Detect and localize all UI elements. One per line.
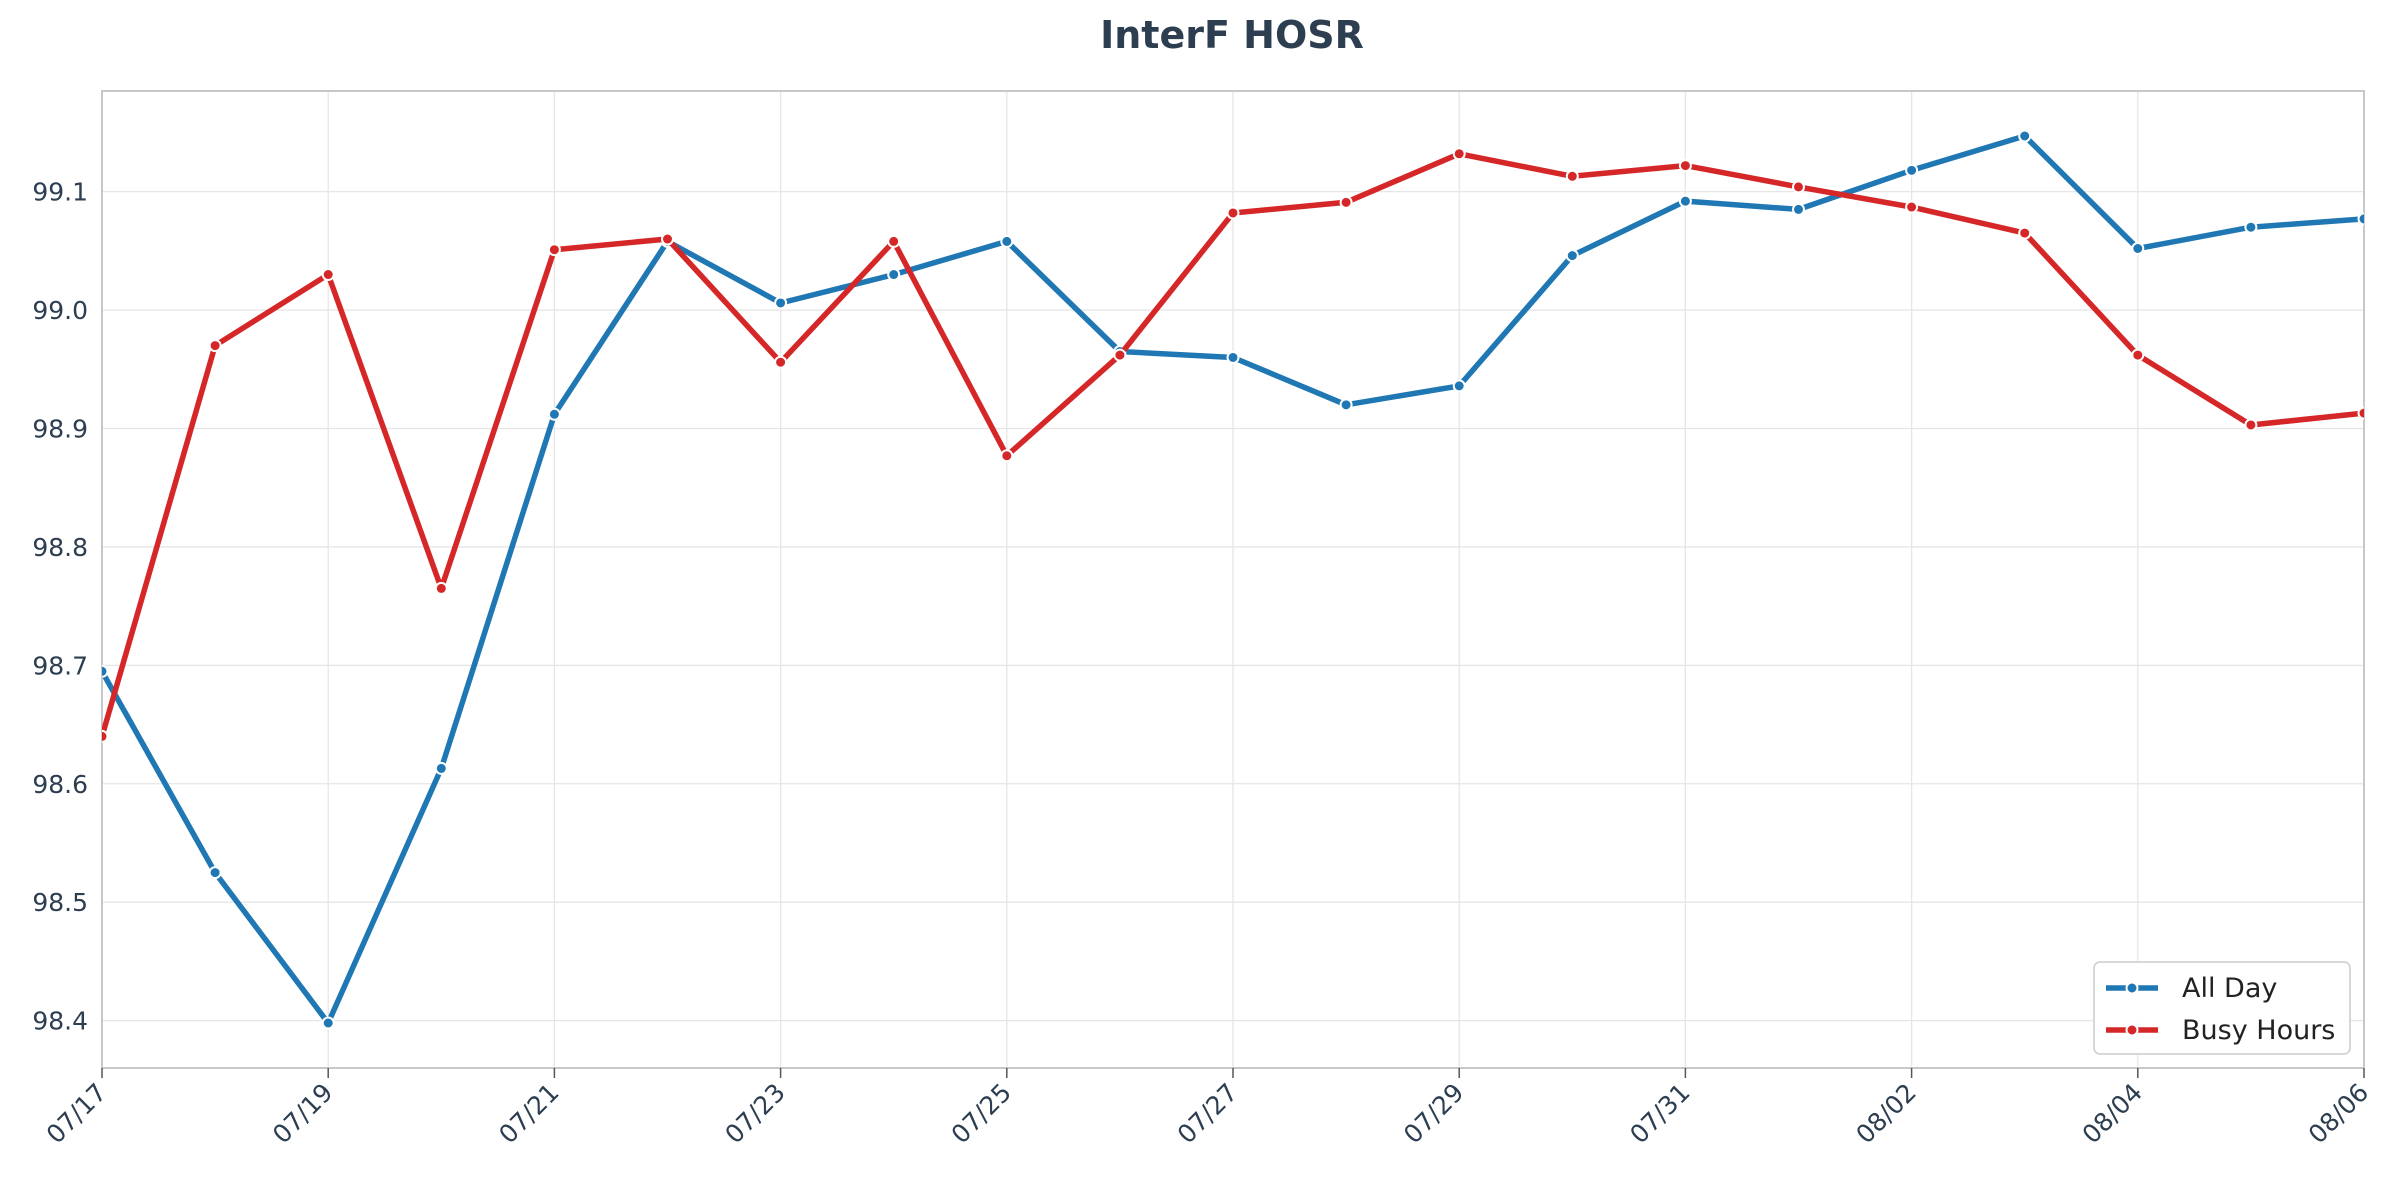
data-point-all-day <box>1000 234 1014 248</box>
y-tick-label: 98.4 <box>32 1007 88 1036</box>
data-point-all-day <box>208 866 222 880</box>
x-tick-label: 08/04 <box>2077 1078 2148 1149</box>
data-point-all-day <box>887 268 901 282</box>
x-tick-label: 08/02 <box>1850 1078 1921 1149</box>
x-tick-label: 07/25 <box>946 1078 1017 1149</box>
y-tick-label: 98.7 <box>32 651 88 680</box>
data-point-busy-hours <box>1905 200 1919 214</box>
data-point-busy-hours <box>208 339 222 353</box>
data-point-all-day <box>2357 212 2364 226</box>
legend-label-all-day: All Day <box>2182 973 2277 1004</box>
data-point-busy-hours <box>661 232 674 246</box>
x-tick-label: 08/06 <box>2303 1078 2374 1149</box>
data-point-all-day <box>2131 242 2145 256</box>
data-point-all-day <box>1792 202 1805 216</box>
x-tick-label: 07/19 <box>267 1078 338 1149</box>
data-point-busy-hours <box>1792 180 1805 194</box>
data-point-busy-hours <box>2357 406 2364 420</box>
data-point-busy-hours <box>887 234 901 248</box>
data-point-busy-hours <box>1226 206 1240 220</box>
data-point-busy-hours <box>2018 226 2032 240</box>
data-point-all-day <box>102 664 109 678</box>
data-point-busy-hours <box>774 355 788 369</box>
data-point-all-day <box>1565 249 1579 263</box>
data-point-busy-hours <box>1000 449 1014 463</box>
data-point-busy-hours <box>2244 418 2258 432</box>
y-tick-label: 98.8 <box>32 533 88 562</box>
data-point-busy-hours <box>547 243 561 257</box>
y-tick-label: 99.1 <box>32 178 88 207</box>
y-tick-label: 98.9 <box>32 415 88 444</box>
x-tick-label: 07/29 <box>1398 1078 1469 1149</box>
data-point-all-day <box>1905 163 1919 177</box>
chart-title: InterF HOSR <box>1100 13 1364 57</box>
data-point-all-day <box>547 407 561 421</box>
y-tick-label: 98.5 <box>32 888 88 917</box>
axis-tick-labels: 98.4 98.5 98.6 98.7 98.8 98.9 99.0 99.1 07/17 07/… <box>32 178 2374 1150</box>
data-point-busy-hours <box>434 581 448 595</box>
data-point-busy-hours <box>2131 348 2145 362</box>
x-tick-label: 07/31 <box>1624 1078 1695 1149</box>
data-point-all-day <box>774 296 788 310</box>
y-tick-label: 99.0 <box>32 296 88 325</box>
data-point-all-day <box>2018 129 2032 143</box>
x-tick-label: 07/27 <box>1172 1078 1243 1149</box>
x-tick-label: 07/23 <box>719 1078 790 1149</box>
data-point-busy-hours <box>1565 169 1579 183</box>
data-point-busy-hours <box>102 729 109 743</box>
data-point-busy-hours <box>321 268 335 282</box>
data-point-all-day <box>434 761 448 775</box>
data-point-busy-hours <box>1452 147 1466 161</box>
data-point-all-day <box>1678 194 1692 208</box>
data-point-all-day <box>1452 379 1466 393</box>
y-tick-label: 98.6 <box>32 770 88 799</box>
legend-marker-busy-hours <box>2125 1023 2139 1037</box>
legend-marker-all-day <box>2125 981 2139 995</box>
data-point-all-day <box>321 1016 335 1030</box>
data-point-busy-hours <box>1113 348 1127 362</box>
legend-label-busy-hours: Busy Hours <box>2182 1015 2335 1046</box>
legend: All Day Busy Hours <box>2093 961 2351 1055</box>
data-point-all-day <box>2244 220 2258 234</box>
x-tick-label: 07/21 <box>493 1078 564 1149</box>
series-busy-hours <box>102 147 2364 743</box>
data-point-busy-hours <box>1339 195 1353 209</box>
data-point-busy-hours <box>1678 159 1692 173</box>
series-layer <box>102 129 2364 1030</box>
x-tick-label: 07/17 <box>41 1078 112 1149</box>
data-point-all-day <box>1226 350 1240 364</box>
data-point-all-day <box>1339 398 1353 412</box>
